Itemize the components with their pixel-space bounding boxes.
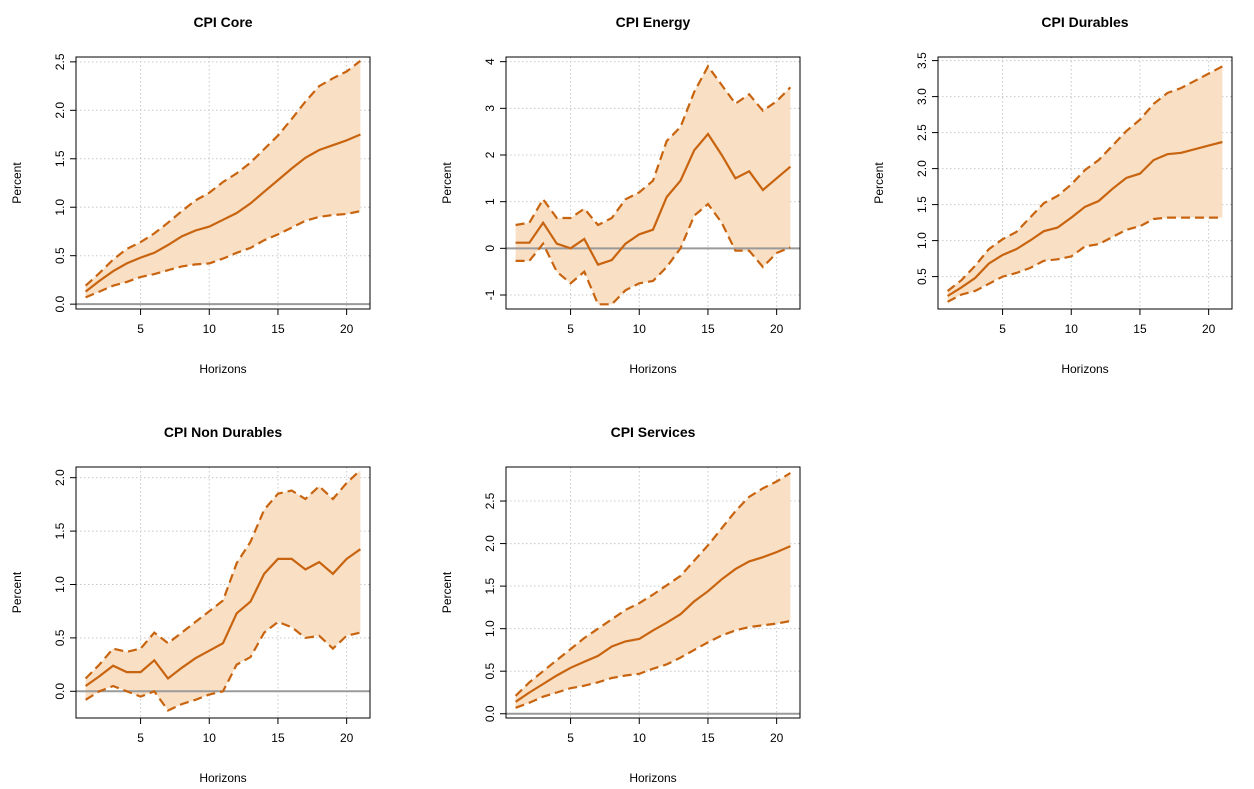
y-tick-label: 2.0	[483, 535, 497, 552]
x-tick-label: 15	[701, 731, 715, 745]
median-response-line	[84, 548, 362, 687]
x-tick-label: 10	[203, 731, 217, 745]
chart-title: CPI Non Durables	[164, 424, 282, 440]
x-axis-label: Horizons	[629, 362, 676, 376]
x-axis-label: Horizons	[199, 771, 246, 785]
y-tick-label: 1.0	[53, 576, 67, 593]
upper-bound-line	[84, 469, 362, 680]
x-tick-label: 20	[340, 322, 354, 336]
plot-frame	[937, 56, 1233, 310]
y-tick-label: 0.5	[53, 629, 67, 646]
upper-bound-line	[946, 65, 1223, 292]
x-tick-label: 20	[770, 322, 784, 336]
x-tick-label: 15	[271, 731, 285, 745]
x-tick-label: 5	[137, 731, 144, 745]
median-response-line	[947, 140, 1223, 297]
y-tick-label: -1	[483, 289, 497, 300]
x-tick-label: 10	[1065, 322, 1079, 336]
chart-panel-1: CPI Core Horizons Percent 5 10 15 20 0.0 0.5 1.0 1…	[10, 14, 371, 376]
lower-bound-line	[85, 210, 361, 299]
upper-bound-line	[84, 60, 362, 287]
x-tick-label: 15	[1133, 322, 1147, 336]
y-tick-label: 2.0	[915, 160, 929, 177]
lower-bound-line	[85, 620, 361, 712]
y-tick-label: 1.0	[53, 199, 67, 216]
y-tick-label: 0.0	[53, 295, 67, 312]
median-response-line	[514, 545, 791, 703]
y-tick-label: 0	[483, 245, 497, 252]
y-axis-label: Percent	[10, 162, 24, 204]
y-tick-label: 3	[483, 105, 497, 112]
chart-title: CPI Energy	[616, 14, 691, 30]
y-tick-label: 2.5	[915, 124, 929, 141]
x-tick-label: 20	[770, 731, 784, 745]
x-tick-label: 5	[999, 322, 1006, 336]
confidence-band	[947, 66, 1223, 302]
confidence-band	[515, 66, 791, 305]
chart-panel-3: CPI Durables Horizons Percent 5 10 15 20 0.5 1.0…	[872, 14, 1233, 376]
y-axis-label: Percent	[872, 162, 886, 204]
lower-bound-line	[515, 202, 791, 306]
y-tick-label: 2.5	[483, 492, 497, 509]
chart-title: CPI Durables	[1041, 14, 1128, 30]
confidence-band	[85, 60, 361, 298]
x-tick-label: 15	[701, 322, 715, 336]
y-tick-label: 1.0	[915, 232, 929, 249]
y-tick-label: 1.5	[915, 196, 929, 213]
upper-bound-line	[514, 472, 791, 697]
chart-title: CPI Core	[193, 14, 252, 30]
y-tick-label: 3.5	[915, 52, 929, 69]
y-tick-label: 2.0	[53, 469, 67, 486]
plot-frame	[75, 56, 371, 310]
x-tick-label: 5	[137, 322, 144, 336]
lower-bound-line	[947, 216, 1223, 303]
confidence-band	[85, 470, 361, 711]
y-tick-label: 1.5	[53, 150, 67, 167]
lower-bound-line	[515, 619, 791, 709]
y-tick-label: 4	[483, 58, 497, 65]
chart-panel-4: CPI Non Durables Horizons Percent 5 10 15 20 0.…	[10, 424, 371, 785]
y-tick-label: 0.5	[915, 268, 929, 285]
upper-bound-line	[515, 64, 792, 227]
y-tick-label: 0.0	[483, 705, 497, 722]
y-tick-label: 1.5	[483, 577, 497, 594]
chart-title: CPI Services	[611, 424, 696, 440]
median-response-line	[515, 132, 792, 267]
y-axis-label: Percent	[10, 571, 24, 613]
plot-frame	[505, 466, 801, 719]
y-tick-label: 0.0	[53, 683, 67, 700]
y-tick-label: 1	[483, 198, 497, 205]
x-tick-label: 20	[1202, 322, 1216, 336]
chart-panel-2: CPI Energy Horizons Percent 5 10 15 20 -1 0 1 2 3 4	[440, 14, 801, 376]
y-tick-label: 1.5	[53, 522, 67, 539]
x-axis-label: Horizons	[199, 362, 246, 376]
x-axis-label: Horizons	[629, 771, 676, 785]
y-tick-label: 1.0	[483, 620, 497, 637]
y-tick-label: 0.5	[53, 247, 67, 264]
x-tick-label: 10	[633, 731, 647, 745]
y-tick-label: 0.5	[483, 663, 497, 680]
y-axis-label: Percent	[440, 162, 454, 204]
plot-frame	[75, 466, 371, 719]
x-tick-label: 5	[567, 731, 574, 745]
median-response-line	[84, 133, 361, 293]
confidence-band	[515, 473, 791, 708]
y-axis-label: Percent	[440, 571, 454, 613]
y-tick-label: 2	[483, 151, 497, 158]
x-tick-label: 10	[203, 322, 217, 336]
y-tick-label: 2.0	[53, 102, 67, 119]
x-tick-label: 10	[633, 322, 647, 336]
plot-frame	[505, 56, 801, 310]
x-axis-label: Horizons	[1061, 362, 1108, 376]
x-tick-label: 20	[340, 731, 354, 745]
x-tick-label: 15	[271, 322, 285, 336]
y-tick-label: 3.0	[915, 88, 929, 105]
chart-panel-5: CPI Services Horizons Percent 5 10 15 20 0.0 0.5…	[440, 424, 801, 785]
y-tick-label: 2.5	[53, 53, 67, 70]
x-tick-label: 5	[567, 322, 574, 336]
